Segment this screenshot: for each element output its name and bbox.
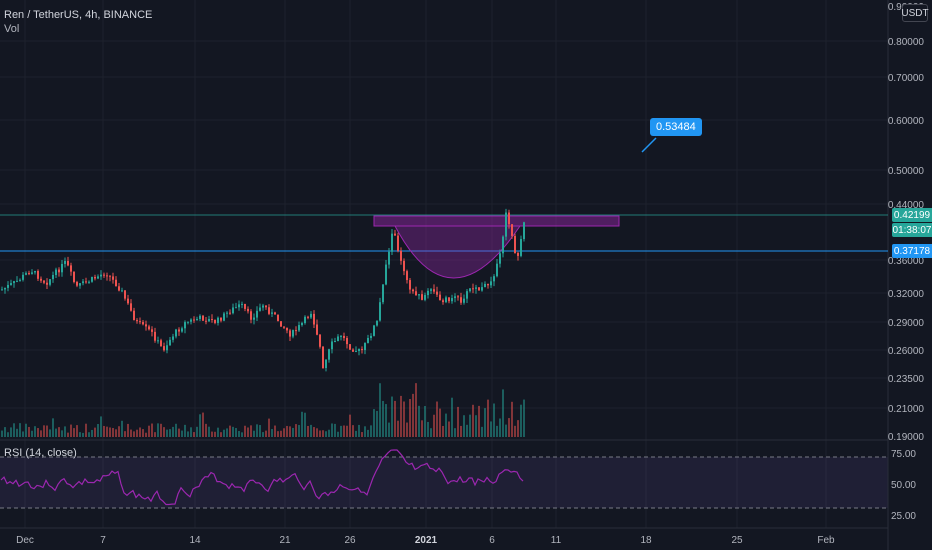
price-tick-label: 0.70000	[888, 73, 925, 84]
time-tick-label: 7	[100, 535, 106, 546]
price-tick-label: 0.21000	[888, 404, 925, 415]
time-tick-label: 26	[344, 535, 356, 546]
currency-button[interactable]: USDT	[901, 4, 929, 22]
price-tick-label: 0.60000	[888, 116, 925, 127]
cup-pattern[interactable]	[394, 225, 521, 279]
rsi-tick-label: 50.00	[891, 480, 916, 491]
price-tick-label: 0.23500	[888, 374, 925, 385]
target-callout[interactable]: 0.53484	[650, 118, 702, 136]
volume-bars	[1, 383, 525, 437]
handle-rectangle[interactable]	[373, 215, 620, 227]
rsi-axis: 75.00 50.00 25.00	[891, 449, 916, 522]
time-tick-label: 21	[279, 535, 291, 546]
rsi-line	[0, 449, 524, 506]
time-tick-label: Feb	[817, 535, 835, 546]
time-tick-label: 6	[489, 535, 495, 546]
price-tick-label: 0.26000	[888, 346, 925, 357]
chart-legend: Ren / TetherUS, 4h, BINANCE Vol	[4, 8, 152, 36]
level-price-label: 0.37178	[892, 244, 932, 258]
last-price-label: 0.42199	[892, 208, 932, 222]
time-tick-label: 2021	[415, 535, 438, 546]
target-arrow	[641, 137, 657, 153]
time-tick-label: Dec	[16, 535, 34, 546]
rsi-title[interactable]: RSI (14, close)	[4, 447, 77, 459]
time-tick-label: 11	[551, 535, 562, 546]
volume-label[interactable]: Vol	[4, 23, 20, 35]
rsi-tick-label: 75.00	[891, 449, 916, 460]
rsi-tick-label: 25.00	[891, 511, 916, 522]
time-tick-label: 18	[640, 535, 652, 546]
bar-countdown: 01:38:07	[892, 223, 932, 237]
price-tick-label: 0.36000	[888, 256, 925, 267]
price-tick-label: 0.44000	[888, 200, 925, 211]
time-axis[interactable]: Dec 7 14 21 26 2021 6 11 18 25 Feb	[16, 535, 835, 546]
price-tick-label: 0.19000	[888, 432, 925, 443]
symbol-title[interactable]: Ren / TetherUS, 4h, BINANCE	[4, 9, 153, 21]
price-axis[interactable]: 0.900000.800000.700000.600000.500000.440…	[888, 2, 925, 443]
candlesticks	[1, 208, 525, 372]
time-tick-label: 25	[731, 535, 743, 546]
rsi-band	[0, 457, 888, 508]
time-tick-label: 14	[189, 535, 201, 546]
price-tick-label: 0.32000	[888, 289, 925, 300]
price-tick-label: 0.50000	[888, 166, 925, 177]
price-tick-label: 0.80000	[888, 37, 925, 48]
price-tick-label: 0.29000	[888, 318, 925, 329]
